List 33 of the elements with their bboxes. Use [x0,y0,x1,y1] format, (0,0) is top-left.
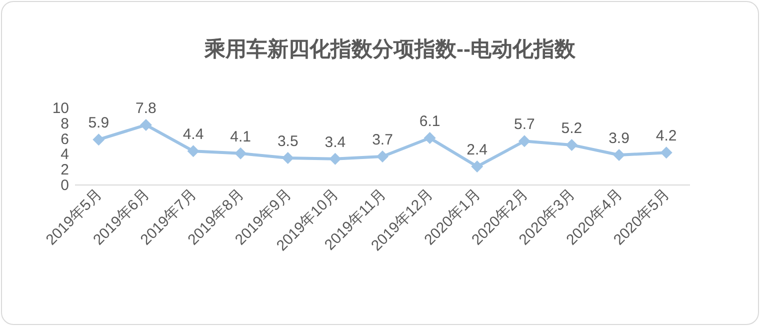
data-label: 5.2 [561,120,582,137]
point [282,152,294,164]
point [234,147,247,160]
data-label: 5.9 [88,114,110,132]
data-label: 6.1 [419,113,440,130]
data-label: 3.4 [324,134,346,151]
point [660,146,672,159]
data-label: 5.7 [514,116,535,134]
data-label: 2.4 [466,142,488,159]
chart-title: 乘用车新四化指数分项指数--电动化指数 [204,37,576,61]
point [140,118,152,131]
data-label: 4.4 [182,126,204,144]
data-label: 4.2 [656,128,677,145]
y-tick-label: 2 [60,162,69,179]
point [566,138,578,151]
data-label: 4.1 [230,128,252,146]
point [471,160,484,173]
data-label: 3.5 [277,133,298,150]
y-tick-label: 0 [60,177,69,194]
point [92,134,105,146]
data-label: 7.8 [136,100,156,117]
point [329,152,342,165]
data-label: 3.7 [372,132,393,149]
point [613,148,626,161]
point [376,150,388,163]
y-tick-label: 10 [52,100,69,117]
data-label: 3.9 [608,130,630,147]
point [187,145,200,158]
y-tick-label: 4 [60,146,69,164]
y-tick-label: 8 [60,115,69,132]
point [518,135,530,148]
point [424,132,436,144]
y-tick-label: 6 [60,130,69,148]
